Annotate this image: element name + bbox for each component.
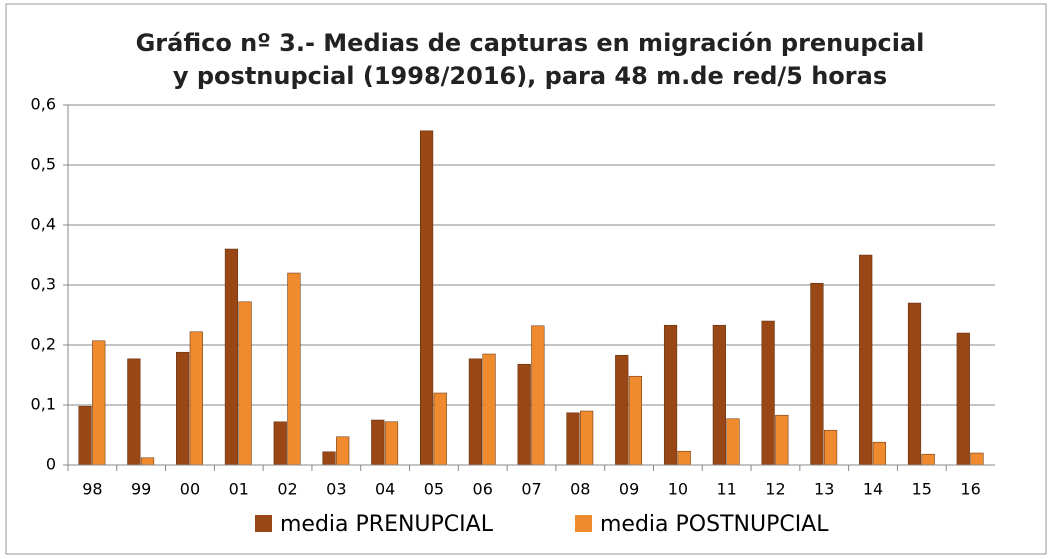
bar [823,429,838,466]
bar [628,375,643,466]
y-tick-label: 0,4 [31,215,56,234]
bar [482,353,496,466]
x-tick-label: 05 [424,480,444,499]
x-tick-label: 01 [229,480,249,499]
bar [238,301,252,466]
legend-label: media PRENUPCIAL [280,512,494,537]
x-tick-label: 04 [375,480,395,499]
bar [956,332,970,466]
bar [921,453,935,466]
legend-swatch [575,515,592,532]
bar [273,421,287,466]
bar [580,410,594,466]
y-tick-label: 0,6 [31,95,56,114]
x-tick-label: 99 [131,480,151,499]
bar [92,340,106,466]
bar [420,130,434,466]
x-tick-label: 15 [912,480,932,499]
bar [287,272,301,466]
x-tick-label: 16 [960,480,980,499]
x-tick-label: 14 [863,480,883,499]
bar [872,441,886,466]
x-tick-label: 13 [814,480,834,499]
bar [433,392,447,466]
bar [384,421,399,466]
bar [615,354,629,466]
bar [189,331,203,466]
chart-title: y postnupcial (1998/2016), para 48 m.de … [173,62,887,90]
bar [78,405,92,466]
chart-title: Gráfico nº 3.- Medias de capturas en mig… [136,29,925,57]
x-tick-label: 08 [570,480,590,499]
x-tick-label: 02 [277,480,297,499]
legend-swatch [255,515,272,532]
x-tick-label: 06 [473,480,493,499]
bar [677,450,691,466]
y-tick-label: 0,2 [31,335,56,354]
bar [336,436,350,466]
y-tick-label: 0,1 [31,395,56,414]
legend-label: media POSTNUPCIAL [600,512,829,537]
bar [322,451,336,466]
bar [176,351,190,466]
x-tick-label: 10 [668,480,688,499]
bar [775,414,789,466]
bar [517,363,531,466]
bar [907,302,922,466]
x-tick-label: 00 [180,480,200,499]
x-tick-label: 09 [619,480,639,499]
y-tick-label: 0,5 [31,155,56,174]
x-tick-label: 11 [716,480,736,499]
bar [726,418,740,466]
y-tick-label: 0,3 [31,275,56,294]
bar [970,452,984,466]
bar [127,358,141,466]
bar [810,282,824,466]
bar [859,254,873,466]
bar [566,412,580,466]
bar [712,324,726,466]
x-tick-label: 12 [765,480,785,499]
bar [761,320,775,466]
bar [224,248,239,466]
bar [140,457,155,466]
x-tick-label: 03 [326,480,346,499]
bar [371,419,385,466]
bar [531,325,545,466]
bar [663,324,678,466]
x-tick-label: 98 [82,480,102,499]
bar [468,358,482,466]
y-tick-label: 0 [46,455,56,474]
x-tick-label: 07 [521,480,541,499]
